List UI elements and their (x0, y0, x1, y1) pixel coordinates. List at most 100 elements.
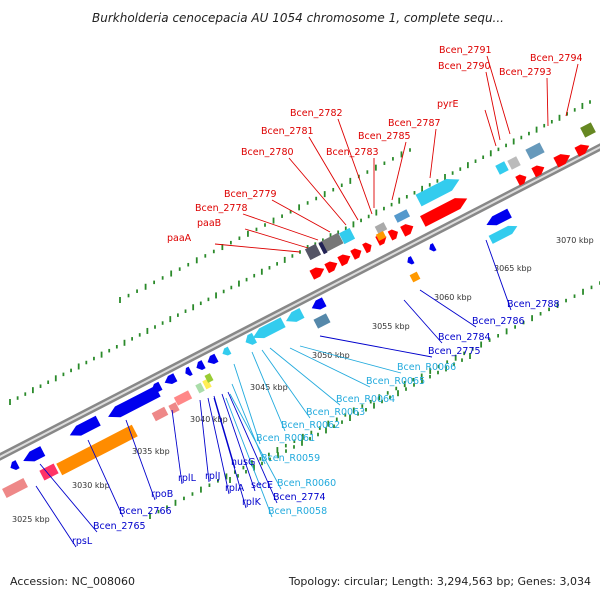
gene-label: Bcen_2780 (241, 147, 294, 158)
gene-block (374, 222, 388, 234)
leader-line (221, 393, 256, 492)
gene-label: Bcen_2779 (224, 189, 277, 200)
gene-arrow (196, 360, 206, 370)
gene-label: Bcen_R0061 (256, 433, 315, 444)
gene-label: Bcen_R0064 (336, 394, 395, 405)
gene-arrow (252, 317, 286, 339)
gene-label: rplL (178, 473, 197, 484)
gene-block (507, 156, 521, 170)
gene-arrow (574, 144, 590, 157)
gene-label: Bcen_2785 (358, 131, 411, 142)
gene-arrow (108, 385, 161, 418)
leader-line (485, 239, 512, 311)
gene-block (195, 382, 205, 394)
gene-labels: Bcen_2791 Bcen_2794 Bcen_2790 Bcen_2793 pyrE… (72, 45, 583, 547)
gene-block (2, 478, 28, 498)
tick-label: 3030 kbp (72, 481, 110, 490)
leader-line (244, 228, 309, 249)
summary-text: Topology: circular; Length: 3,294,563 bp… (288, 575, 591, 588)
gene-label: Bcen_R0065 (366, 376, 425, 387)
leader-line (299, 345, 402, 374)
gene-label: Bcen_R0062 (281, 420, 340, 431)
gene-label: Bcen_R0066 (397, 362, 456, 373)
gene-block (495, 161, 509, 175)
leader-line (231, 383, 266, 465)
accession-text: Accession: NC_008060 (10, 575, 135, 588)
leader-line (213, 397, 247, 509)
gene-label: rpsL (72, 536, 93, 547)
leader-line (39, 463, 98, 533)
gene-label: pyrE (437, 99, 459, 110)
gene-arrow (387, 229, 398, 241)
leader-line (288, 157, 347, 226)
gene-arrow (207, 353, 219, 364)
gene-label: Bcen_2774 (273, 492, 326, 503)
gene-arrow (324, 261, 338, 274)
gene-label: rplK (242, 497, 262, 508)
gene-arrow (23, 446, 46, 462)
leader-line (419, 289, 477, 328)
tick-label: 3045 kbp (250, 383, 288, 392)
gene-label: Bcen_2784 (438, 332, 491, 343)
gene-label: Bcen_2790 (438, 61, 491, 72)
gene-block (151, 406, 169, 422)
gene-arrow (337, 254, 351, 267)
gene-label: paaB (197, 218, 221, 229)
gene-label: Bcen_R0059 (261, 453, 320, 464)
tick-label: 3025 kbp (12, 515, 50, 524)
gene-block (375, 231, 387, 241)
gene-arrow (515, 174, 527, 186)
leader-line (319, 335, 433, 358)
label-leaders (35, 55, 579, 548)
gene-block (409, 271, 421, 283)
leader-line (199, 399, 210, 483)
gene-block (313, 313, 331, 329)
leader-line (207, 397, 230, 495)
leader-line (213, 395, 236, 469)
gene-label: paaA (167, 233, 192, 244)
gene-arrow (362, 242, 372, 254)
gene-arrow (407, 256, 415, 265)
gene-label: Bcen_2775 (428, 346, 481, 357)
gene-label: Bcen_2793 (499, 67, 552, 78)
gene-block (204, 373, 214, 383)
leader-line (269, 347, 341, 406)
leader-line (125, 419, 156, 501)
features (2, 122, 596, 498)
leader-line (229, 393, 282, 490)
gene-label: secE (251, 480, 273, 491)
leader-line (546, 77, 549, 127)
gene-arrow (245, 332, 257, 345)
leader-line (225, 397, 273, 518)
gene-arrow (164, 373, 178, 384)
gene-arrow (286, 307, 305, 322)
leader-line (337, 118, 373, 215)
tick-label: 3035 kbp (132, 447, 170, 456)
gene-block (173, 390, 193, 406)
gene-arrow (420, 198, 468, 227)
gene-arrow (69, 415, 101, 436)
gene-label: Bcen_R0063 (306, 407, 365, 418)
kbp-ticks: 3025 kbp 3030 kbp 3035 kbp 3040 kbp 3045 kbp… (12, 236, 594, 524)
gene-block (56, 424, 138, 476)
leader-line (289, 347, 371, 388)
gene-label: Bcen_2783 (326, 147, 379, 158)
tick-label: 3070 kbp (556, 236, 594, 245)
leader-line (403, 299, 443, 344)
leader-line (484, 109, 497, 147)
gene-label: Bcen_2794 (530, 53, 583, 64)
gene-arrow (486, 208, 512, 226)
tick-label: 3050 kbp (312, 351, 350, 360)
tick-label: 3055 kbp (372, 322, 410, 331)
gene-arrow (531, 165, 545, 178)
gene-block (168, 402, 180, 414)
map-title: Burkholderia cenocepacia AU 1054 chromos… (92, 11, 504, 25)
leader-line (251, 351, 286, 432)
gene-label: Bcen_2778 (195, 203, 248, 214)
gene-label: Bcen_2766 (119, 506, 172, 517)
gene-block (525, 142, 545, 160)
tick-label: 3040 kbp (190, 415, 228, 424)
gene-arrow (400, 224, 414, 237)
leader-line (242, 213, 319, 241)
